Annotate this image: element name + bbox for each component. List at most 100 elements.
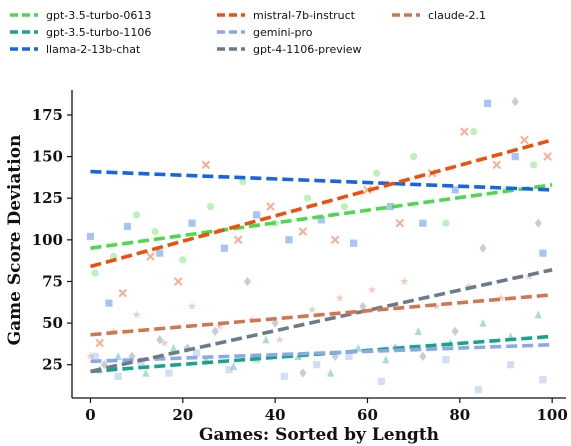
data-point-mistral-7b-instruct: [146, 252, 155, 261]
data-point-mistral-7b-instruct: [298, 227, 308, 236]
data-point-gpt-3-5-turbo-0613: [530, 161, 538, 169]
data-point-gpt-3-5-turbo-1106: [169, 343, 178, 352]
y-tick-label: 150: [32, 148, 63, 166]
data-point-gpt-3-5-turbo-1106: [142, 368, 150, 377]
data-point-llama-2-13b-chat: [350, 239, 358, 247]
data-point-gemini-pro: [345, 352, 353, 360]
data-point-gpt-3-5-turbo-0613: [410, 152, 418, 161]
data-point-gemini-pro: [114, 372, 122, 380]
data-point-gemini-pro: [193, 349, 201, 357]
data-point-mistral-7b-instruct: [492, 160, 502, 170]
data-point-llama-2-13b-chat: [539, 249, 547, 257]
data-point-llama-2-13b-chat: [253, 211, 261, 219]
data-point-claude-2-1: [497, 293, 506, 302]
data-point-claude-2-1: [367, 285, 377, 294]
data-point-mistral-7b-instruct: [118, 288, 128, 298]
x-tick-label: 40: [265, 406, 286, 424]
data-point-mistral-7b-instruct: [201, 160, 211, 170]
data-point-claude-2-1: [275, 335, 284, 344]
data-point-gpt-4-1106-preview: [211, 326, 219, 337]
data-point-gpt-3-5-turbo-1106: [326, 368, 335, 377]
data-point-claude-2-1: [464, 282, 474, 290]
legend-label-claude-2-1: claude-2.1: [428, 9, 486, 22]
data-point-llama-2-13b-chat: [483, 99, 492, 107]
data-point-gpt-4-1106-preview: [183, 343, 192, 353]
data-point-gpt-4-1106-preview: [511, 97, 519, 107]
data-point-gemini-pro: [313, 361, 321, 369]
data-point-mistral-7b-instruct: [543, 152, 552, 161]
data-point-gpt-3-5-turbo-0613: [239, 177, 247, 186]
data-point-gpt-3-5-turbo-1106: [382, 355, 390, 364]
data-point-gpt-3-5-turbo-1106: [114, 352, 122, 360]
data-point-gpt-3-5-turbo-0613: [206, 202, 215, 211]
data-point-gpt-3-5-turbo-0613: [373, 169, 381, 177]
data-point-gpt-3-5-turbo-0613: [91, 269, 99, 277]
data-point-gpt-3-5-turbo-0613: [470, 128, 478, 136]
data-point-claude-2-1: [335, 293, 344, 302]
data-point-gpt-4-1106-preview: [534, 218, 542, 228]
data-point-gpt-3-5-turbo-1106: [414, 327, 422, 336]
data-point-mistral-7b-instruct: [233, 235, 243, 245]
trend-line-gpt-4-1106-preview: [90, 268, 553, 374]
data-point-gpt-4-1106-preview: [299, 368, 307, 378]
data-point-gpt-3-5-turbo-1106: [229, 362, 238, 370]
data-point-gpt-3-5-turbo-1106: [262, 335, 270, 344]
data-point-gemini-pro: [165, 369, 173, 377]
series-llama-2-13b-chat-points: [86, 99, 547, 307]
data-point-llama-2-13b-chat: [317, 216, 325, 224]
data-point-gpt-4-1106-preview: [156, 335, 164, 345]
data-point-mistral-7b-instruct: [363, 185, 372, 195]
scatter-points: [86, 97, 552, 394]
y-tick-label: 100: [32, 231, 63, 249]
data-point-gpt-4-1106-preview: [419, 351, 427, 361]
y-tick-label: 50: [42, 314, 63, 332]
trend-lines: [89, 138, 553, 374]
legend-label-gpt-3-5-turbo-1106: gpt-3.5-turbo-1106: [46, 26, 151, 39]
data-point-llama-2-13b-chat: [105, 299, 113, 307]
x-tick-label: 60: [357, 406, 378, 424]
data-point-llama-2-13b-chat: [451, 186, 459, 194]
data-point-gpt-3-5-turbo-0613: [340, 202, 348, 211]
y-tick-label: 125: [32, 189, 63, 207]
data-point-mistral-7b-instruct: [520, 135, 529, 145]
data-point-gemini-pro: [91, 352, 99, 360]
x-tick-label: 80: [449, 406, 470, 424]
y-tick-label: 175: [32, 106, 63, 124]
data-point-gemini-pro: [225, 366, 233, 374]
data-point-llama-2-13b-chat: [285, 236, 293, 244]
data-point-claude-2-1: [215, 322, 224, 330]
legend: gpt-3.5-turbo-0613 gpt-3.5-turbo-1106 llam…: [10, 9, 486, 56]
y-axis-label: Game Score Deviation: [5, 135, 25, 346]
data-point-llama-2-13b-chat: [220, 244, 228, 252]
data-point-llama-2-13b-chat: [86, 232, 95, 241]
legend-label-gpt-3-5-turbo-0613: gpt-3.5-turbo-0613: [46, 9, 151, 22]
data-point-gpt-4-1106-preview: [243, 276, 252, 287]
data-point-gpt-4-1106-preview: [479, 243, 487, 253]
trend-line-llama-2-13b-chat: [90, 169, 553, 192]
data-point-gpt-4-1106-preview: [271, 318, 279, 328]
data-point-llama-2-13b-chat: [419, 219, 427, 227]
data-point-gpt-3-5-turbo-1106: [534, 310, 542, 319]
data-point-claude-2-1: [307, 305, 317, 314]
series-mistral-7b-instruct-points: [95, 127, 552, 348]
data-point-gpt-4-1106-preview: [128, 351, 136, 361]
legend-label-gpt-4-1106-preview: gpt-4-1106-preview: [253, 43, 362, 56]
data-point-gpt-3-5-turbo-0613: [133, 211, 141, 219]
data-point-claude-2-1: [187, 302, 197, 310]
data-point-gpt-3-5-turbo-0613: [303, 194, 312, 202]
data-point-gemini-pro: [137, 361, 145, 369]
series-claude-2-1-points: [86, 272, 534, 360]
data-point-gpt-4-1106-preview: [451, 326, 459, 337]
legend-label-gemini-pro: gemini-pro: [253, 26, 313, 39]
x-tick-label: 20: [172, 406, 193, 424]
series-gpt-4-1106-preview-points: [100, 97, 542, 378]
trend-line-gpt-3-5-turbo-0613: [90, 183, 553, 250]
data-point-gpt-4-1106-preview: [359, 301, 367, 312]
x-tick-label: 0: [85, 406, 95, 424]
data-point-gemini-pro: [442, 356, 450, 364]
data-point-claude-2-1: [400, 277, 409, 285]
data-point-mistral-7b-instruct: [95, 338, 105, 348]
data-point-llama-2-13b-chat: [386, 202, 395, 211]
data-point-gpt-3-5-turbo-1106: [479, 318, 487, 327]
